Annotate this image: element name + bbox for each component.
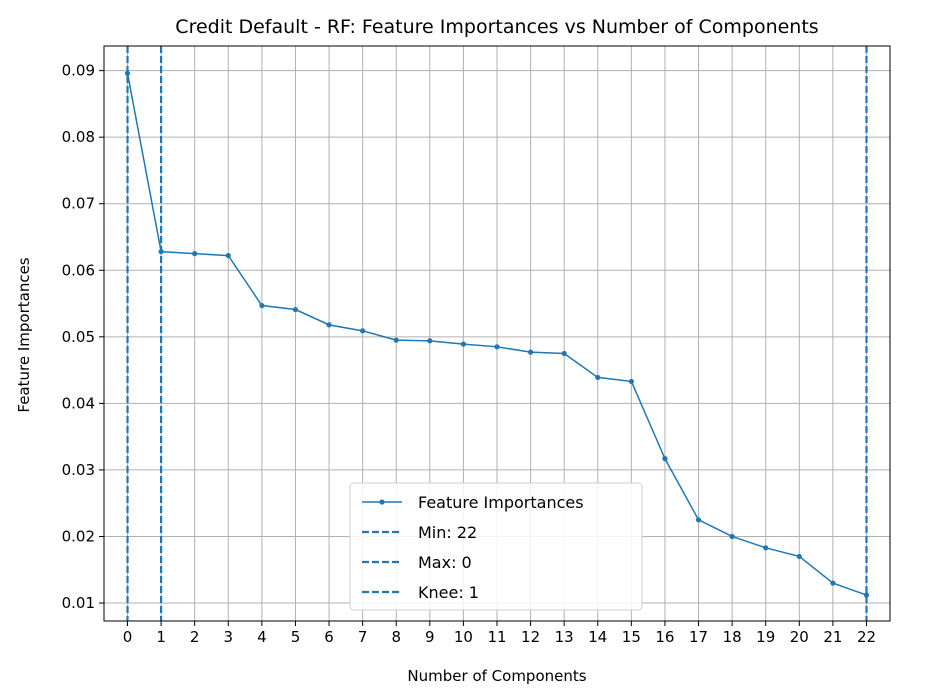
x-tick-label: 6 <box>324 628 334 646</box>
x-tick-label: 16 <box>655 628 674 646</box>
data-point <box>427 338 433 344</box>
x-tick-label: 14 <box>588 628 607 646</box>
x-tick-label: 12 <box>521 628 540 646</box>
data-point <box>192 251 198 257</box>
x-tick-label: 0 <box>123 628 133 646</box>
y-tick-label: 0.08 <box>62 128 95 146</box>
x-tick-label: 21 <box>823 628 842 646</box>
data-point <box>561 350 567 357</box>
data-point <box>763 545 769 551</box>
x-tick-label: 10 <box>454 628 473 646</box>
data-point <box>225 253 231 259</box>
y-tick-label: 0.05 <box>62 328 95 346</box>
vertical-reference-lines <box>126 46 868 621</box>
x-tick-label: 3 <box>224 628 234 646</box>
data-point <box>158 249 164 255</box>
data-point <box>695 517 702 523</box>
legend-box <box>349 482 643 611</box>
y-tick-label: 0.01 <box>62 594 95 612</box>
x-tick-label: 22 <box>857 628 876 646</box>
legend-label: Max: 0 <box>418 553 472 572</box>
x-tick-label: 9 <box>425 628 435 646</box>
x-tick-label: 2 <box>190 628 200 646</box>
chart-title: Credit Default - RF: Feature Importances… <box>175 16 818 38</box>
x-tick-label: 13 <box>555 628 574 646</box>
x-axis-ticks: 0 1 2 3 4 5 6 7 8 9 10 11 12 13 14 15 16 17 18 19 20 21 22 <box>123 621 876 646</box>
y-tick-label: 0.04 <box>62 394 95 412</box>
y-tick-label: 0.03 <box>62 461 95 479</box>
x-tick-label: 7 <box>358 628 368 646</box>
data-point <box>595 374 601 381</box>
y-tick-label: 0.09 <box>62 62 95 80</box>
y-tick-label: 0.02 <box>62 527 95 545</box>
data-point <box>494 344 500 350</box>
legend-label: Min: 22 <box>418 523 477 542</box>
y-axis-label: Feature Importances <box>15 257 33 412</box>
x-tick-label: 17 <box>689 628 708 646</box>
data-point <box>830 580 836 586</box>
x-axis-label: Number of Components <box>407 667 586 685</box>
y-tick-label: 0.07 <box>62 195 95 213</box>
x-tick-label: 19 <box>756 628 775 646</box>
x-tick-label: 18 <box>723 628 742 646</box>
data-point <box>863 592 870 598</box>
data-point <box>393 337 399 343</box>
data-point <box>259 302 265 309</box>
data-point <box>326 322 332 328</box>
data-point <box>292 306 299 313</box>
data-point <box>460 341 467 347</box>
legend: Feature Importances Min: 22 Max: 0 Knee: 1 <box>349 482 643 611</box>
data-point <box>124 70 131 76</box>
data-point <box>662 456 668 462</box>
x-tick-label: 1 <box>156 628 166 646</box>
legend-marker <box>379 499 385 505</box>
y-axis-ticks: 0.01 0.02 0.03 0.04 0.05 0.06 0.07 0.08 0.09 <box>62 62 104 612</box>
x-tick-label: 5 <box>291 628 301 646</box>
series-layer <box>124 70 870 598</box>
data-point <box>527 349 534 355</box>
data-point <box>360 328 366 334</box>
data-point <box>729 533 735 540</box>
x-tick-label: 4 <box>257 628 267 646</box>
data-point <box>796 553 802 560</box>
y-tick-label: 0.06 <box>62 261 95 279</box>
legend-label: Feature Importances <box>418 493 584 512</box>
legend-label: Knee: 1 <box>418 583 479 602</box>
data-point <box>628 378 634 385</box>
x-tick-label: 20 <box>790 628 809 646</box>
x-tick-label: 8 <box>391 628 401 646</box>
x-tick-label: 11 <box>487 628 506 646</box>
x-tick-label: 15 <box>622 628 641 646</box>
